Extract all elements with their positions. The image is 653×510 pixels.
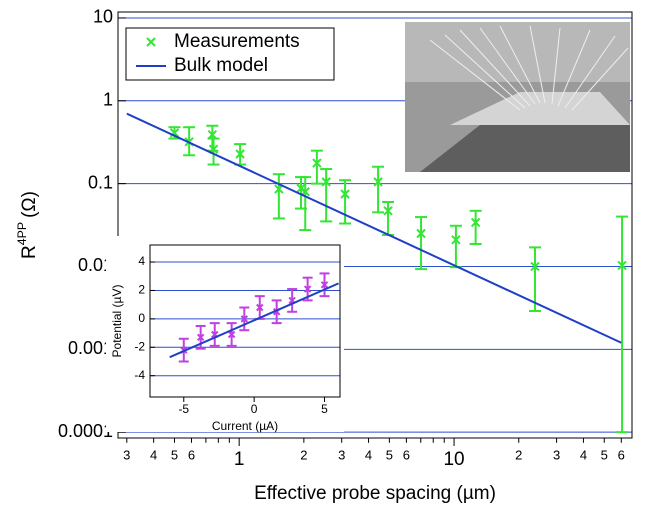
inset-plot: -4 -2 0 2 4 -5 0 5 Current (µA) Potential (µV) bbox=[106, 236, 344, 433]
sem-photo bbox=[405, 22, 630, 172]
data-point bbox=[240, 315, 249, 323]
data-point bbox=[617, 260, 627, 271]
y-tick-label: 4 bbox=[138, 254, 145, 268]
x-tick-label: 4 bbox=[580, 447, 587, 462]
data-point bbox=[256, 303, 264, 312]
x-tick-label: 1 bbox=[234, 449, 245, 470]
data-point bbox=[373, 177, 383, 187]
photo-wires bbox=[429, 25, 629, 111]
photo-chip bbox=[450, 92, 630, 125]
x-tick-label: 3 bbox=[553, 447, 560, 462]
data-point bbox=[383, 206, 393, 216]
x-tick-label: 6 bbox=[188, 447, 195, 462]
y-tick-label: 2 bbox=[138, 283, 145, 297]
data-point bbox=[303, 285, 312, 293]
data-point bbox=[451, 235, 461, 245]
model-line bbox=[126, 112, 622, 344]
data-point bbox=[321, 177, 331, 187]
x-tick-label: 6 bbox=[618, 447, 625, 462]
data-point bbox=[207, 129, 218, 140]
y-tick-label: -4 bbox=[134, 368, 145, 382]
y-label-main: Potential (µV) bbox=[110, 285, 124, 358]
y-label-sup: 4PP bbox=[15, 222, 29, 245]
y-label-main: R bbox=[19, 245, 40, 259]
y-axis-label: R4PP (Ω) bbox=[15, 191, 40, 259]
y-label-unit: (Ω) bbox=[19, 191, 40, 218]
photo-trench bbox=[420, 125, 630, 172]
y-tick-label: 10 bbox=[93, 7, 113, 27]
data-point bbox=[470, 217, 481, 228]
x-tick-label: 3 bbox=[123, 447, 130, 462]
x-tick-label: -5 bbox=[178, 402, 189, 416]
data-point bbox=[530, 261, 540, 272]
x-tick-label: 5 bbox=[171, 447, 178, 462]
photo-region bbox=[405, 22, 630, 82]
data-point bbox=[416, 228, 426, 239]
x-tick-label: 2 bbox=[300, 447, 307, 462]
y-tick-label: 0 bbox=[138, 311, 145, 325]
y-tick-label: 0.001 bbox=[68, 338, 113, 358]
x-tick-label: 4 bbox=[150, 447, 157, 462]
x-tick-label: 5 bbox=[321, 402, 328, 416]
y-tick-label: -2 bbox=[134, 339, 145, 353]
x-tick-label: 4 bbox=[365, 447, 372, 462]
legend-box bbox=[125, 27, 335, 81]
x-axis-label: Effective probe spacing (µm) bbox=[254, 483, 496, 504]
x-tick-label: 5 bbox=[386, 447, 393, 462]
model-line bbox=[169, 282, 339, 359]
data-point bbox=[227, 330, 236, 339]
y-tick-label: 0.1 bbox=[88, 172, 113, 192]
plot-frame bbox=[149, 244, 341, 398]
x-tick-label: 3 bbox=[338, 447, 345, 462]
y-tick-label: 0.01 bbox=[78, 255, 113, 275]
data-point bbox=[320, 281, 329, 289]
x-tick-label: 10 bbox=[443, 449, 464, 470]
y-tick-label: 1 bbox=[103, 90, 113, 110]
plot-frame bbox=[117, 11, 633, 439]
data-point bbox=[340, 189, 350, 199]
data-point bbox=[196, 333, 205, 342]
x-tick-label: 2 bbox=[515, 447, 522, 462]
x-axis-label: Current (µA) bbox=[212, 419, 278, 433]
legend-label: Measurements bbox=[174, 31, 300, 52]
y-axis-label: Potential (µV) bbox=[110, 285, 124, 358]
x-tick-label: 6 bbox=[403, 447, 410, 462]
x-tick-label: 0 bbox=[251, 402, 258, 416]
legend-marker bbox=[146, 37, 156, 47]
data-point bbox=[235, 149, 245, 159]
data-point bbox=[312, 158, 322, 168]
x-tick-label: 5 bbox=[601, 447, 608, 462]
y-tick-label: 0.0001 bbox=[58, 421, 113, 441]
legend-label: Bulk model bbox=[174, 55, 268, 76]
